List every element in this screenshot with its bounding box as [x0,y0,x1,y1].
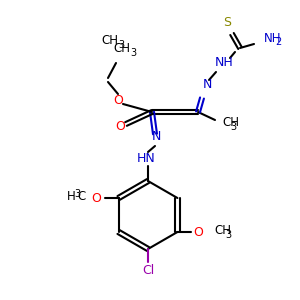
Text: HN: HN [136,152,155,164]
Text: Cl: Cl [142,263,154,277]
Text: CH: CH [101,34,118,47]
Text: O: O [113,94,123,106]
Text: 3: 3 [130,48,136,58]
Text: 2: 2 [275,37,281,47]
Text: NH: NH [214,56,233,68]
Text: H: H [67,190,76,203]
Text: C: C [77,190,86,203]
Text: CH: CH [214,224,231,238]
Text: S: S [223,16,231,28]
Text: O: O [194,226,203,238]
Text: 3: 3 [118,40,124,50]
Text: 3: 3 [225,230,232,240]
Text: N: N [202,77,212,91]
Text: O: O [115,121,125,134]
Text: CH: CH [113,43,130,56]
Text: 3: 3 [230,122,236,132]
Text: 3: 3 [74,189,81,199]
Text: O: O [92,191,101,205]
Text: N: N [151,130,161,142]
Text: NH: NH [264,32,281,44]
Text: CH: CH [222,116,239,130]
